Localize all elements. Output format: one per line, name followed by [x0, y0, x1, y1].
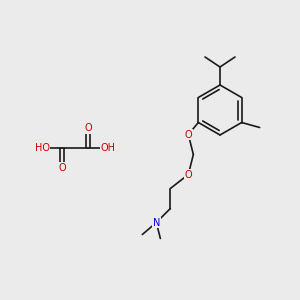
Text: O: O: [184, 130, 192, 140]
Text: OH: OH: [100, 143, 116, 153]
Text: O: O: [84, 123, 92, 133]
Text: N: N: [153, 218, 160, 227]
Text: O: O: [184, 169, 192, 179]
Text: HO: HO: [34, 143, 50, 153]
Text: O: O: [58, 163, 66, 173]
